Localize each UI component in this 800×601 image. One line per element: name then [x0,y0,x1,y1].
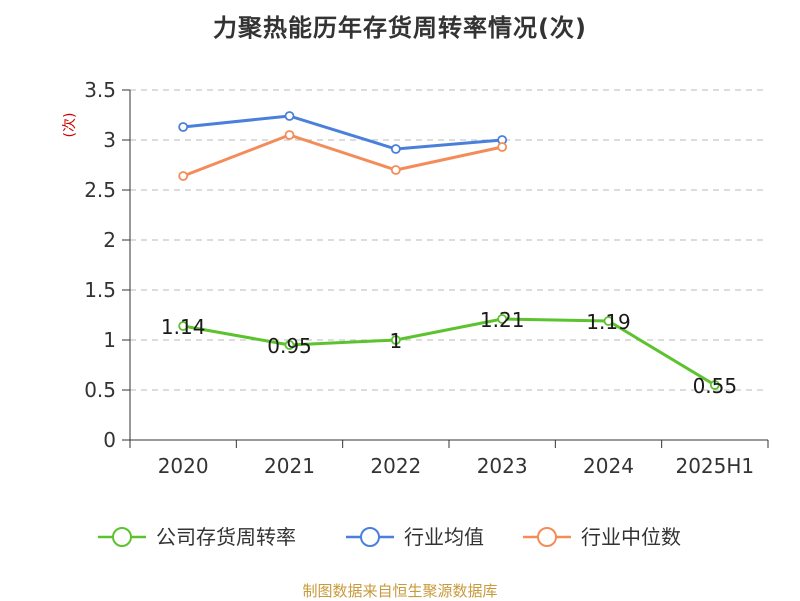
series-line [182,317,716,387]
data-label: 1 [389,329,402,353]
data-point [390,165,401,175]
legend-label: 行业中位数 [581,525,681,549]
data-point [178,321,189,331]
legend-label: 公司存货周转率 [156,525,296,549]
data-point [284,130,295,140]
legend-marker [537,527,557,547]
y-tick-label: 3.5 [84,78,116,102]
source-note: 制图数据来自恒生聚源数据库 [302,582,498,600]
legend-marker [112,527,132,547]
y-tick-label: 1.5 [84,278,116,302]
x-tick-label: 2023 [477,454,528,478]
data-label: 1.21 [480,308,525,332]
data-point [284,111,295,121]
x-tick-label: 2022 [370,454,421,478]
data-point [497,142,508,152]
data-label: 1.14 [161,315,206,339]
y-tick-label: 0 [103,428,116,452]
data-label: 0.95 [267,334,312,358]
data-point [284,340,295,350]
data-point [390,335,401,345]
legend-marker [360,527,380,547]
data-point [178,122,189,132]
y-tick-label: 2 [103,228,116,252]
x-tick-label: 2025H1 [675,454,754,478]
series-line [182,133,503,178]
data-point [178,171,189,181]
data-point [390,144,401,154]
data-label: 1.19 [586,310,631,334]
data-point [603,316,614,326]
data-point [497,314,508,324]
data-label: 0.55 [693,374,738,398]
y-tick-label: 3 [103,128,116,152]
y-tick-label: 0.5 [84,378,116,402]
series-line [183,114,503,151]
data-point [709,380,720,390]
x-tick-label: 2020 [158,454,209,478]
y-tick-label: 2.5 [84,178,116,202]
y-tick-label: 1 [103,328,116,352]
legend-label: 行业均值 [404,525,484,549]
x-tick-label: 2024 [583,454,634,478]
y-axis-label: (次) [62,113,78,138]
chart-title: 力聚热能历年存货周转率情况(次) [213,14,587,42]
x-tick-label: 2021 [264,454,315,478]
